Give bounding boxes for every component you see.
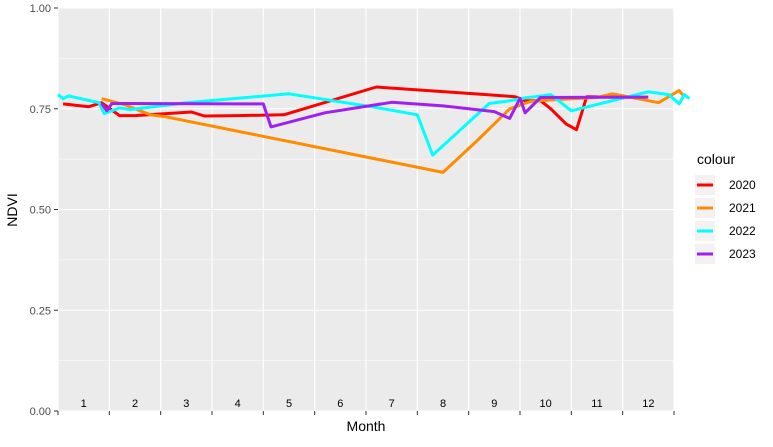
month-label: 5 <box>286 398 292 410</box>
legend: colour 2020 2021 2022 2023 <box>695 151 756 264</box>
month-label: 4 <box>235 398 241 410</box>
legend-label: 2023 <box>729 247 756 261</box>
x-axis: 1 2 3 4 5 6 7 8 9 10 11 12 <box>57 398 675 415</box>
y-tick-label: 1.00 <box>30 3 51 15</box>
series-layer <box>57 85 691 174</box>
y-tick-label: 0.75 <box>30 104 51 116</box>
month-label: 12 <box>642 398 654 410</box>
y-tick-label: 0.25 <box>30 305 51 317</box>
series-line-2021 <box>101 89 686 174</box>
legend-label: 2021 <box>729 201 756 215</box>
month-label: 10 <box>540 398 552 410</box>
month-label: 9 <box>491 398 497 410</box>
month-label: 7 <box>389 398 395 410</box>
legend-title: colour <box>697 151 735 167</box>
month-label: 6 <box>337 398 343 410</box>
y-tick-label: 0.50 <box>30 205 51 217</box>
y-tick-label: 0.00 <box>30 406 51 418</box>
legend-items: 2020 2021 2022 2023 <box>695 175 756 264</box>
month-label: 1 <box>81 398 87 410</box>
legend-label: 2022 <box>729 224 756 238</box>
month-label: 2 <box>132 398 138 410</box>
series-line-2022 <box>57 90 691 157</box>
series-line-2023 <box>100 95 649 129</box>
y-axis-title: NDVI <box>4 193 20 226</box>
x-axis-title: Month <box>347 418 386 434</box>
month-label: 11 <box>591 398 602 410</box>
legend-label: 2020 <box>729 178 756 192</box>
y-axis: 0.00 0.25 0.50 0.75 1.00 <box>30 3 58 418</box>
month-label: 3 <box>183 398 189 410</box>
series-line-2020 <box>62 85 644 132</box>
month-label: 8 <box>440 398 446 410</box>
